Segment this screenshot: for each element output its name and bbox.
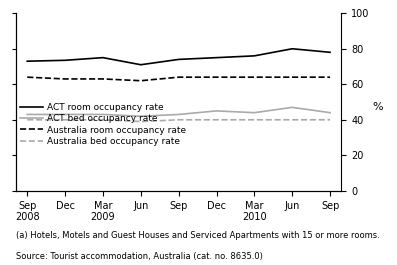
Australia bed occupancy rate [328,118,332,121]
Line: ACT room occupancy rate: ACT room occupancy rate [27,49,330,65]
ACT room occupancy rate [252,54,257,58]
Legend: ACT room occupancy rate, ACT bed occupancy rate, Australia room occupancy rate, : ACT room occupancy rate, ACT bed occupan… [20,103,187,146]
ACT bed occupancy rate [100,113,105,116]
Australia bed occupancy rate [100,118,105,121]
ACT room occupancy rate [100,56,105,59]
Australia room occupancy rate [25,76,30,79]
Text: Source: Tourist accommodation, Australia (cat. no. 8635.0): Source: Tourist accommodation, Australia… [16,252,263,261]
ACT bed occupancy rate [63,113,67,116]
ACT bed occupancy rate [290,106,295,109]
Text: (a) Hotels, Motels and Guest Houses and Serviced Apartments with 15 or more room: (a) Hotels, Motels and Guest Houses and … [16,231,380,240]
ACT bed occupancy rate [139,115,143,118]
ACT bed occupancy rate [214,109,219,112]
ACT room occupancy rate [63,59,67,62]
Australia room occupancy rate [63,77,67,81]
ACT room occupancy rate [328,51,332,54]
Australia bed occupancy rate [214,118,219,121]
Australia room occupancy rate [328,76,332,79]
ACT bed occupancy rate [252,111,257,114]
Australia room occupancy rate [176,76,181,79]
Australia bed occupancy rate [252,118,257,121]
Australia room occupancy rate [290,76,295,79]
ACT room occupancy rate [25,60,30,63]
ACT room occupancy rate [290,47,295,50]
Line: Australia room occupancy rate: Australia room occupancy rate [27,77,330,81]
Australia bed occupancy rate [176,118,181,121]
ACT bed occupancy rate [25,113,30,116]
ACT bed occupancy rate [328,111,332,114]
Australia room occupancy rate [214,76,219,79]
ACT room occupancy rate [214,56,219,59]
ACT room occupancy rate [176,58,181,61]
ACT bed occupancy rate [176,113,181,116]
Australia bed occupancy rate [290,118,295,121]
Australia bed occupancy rate [139,120,143,123]
Line: ACT bed occupancy rate: ACT bed occupancy rate [27,107,330,116]
Australia room occupancy rate [252,76,257,79]
Australia room occupancy rate [100,77,105,81]
Australia bed occupancy rate [25,118,30,121]
Australia room occupancy rate [139,79,143,82]
ACT room occupancy rate [139,63,143,66]
Australia bed occupancy rate [63,118,67,121]
Y-axis label: %: % [372,102,383,112]
Line: Australia bed occupancy rate: Australia bed occupancy rate [27,120,330,122]
